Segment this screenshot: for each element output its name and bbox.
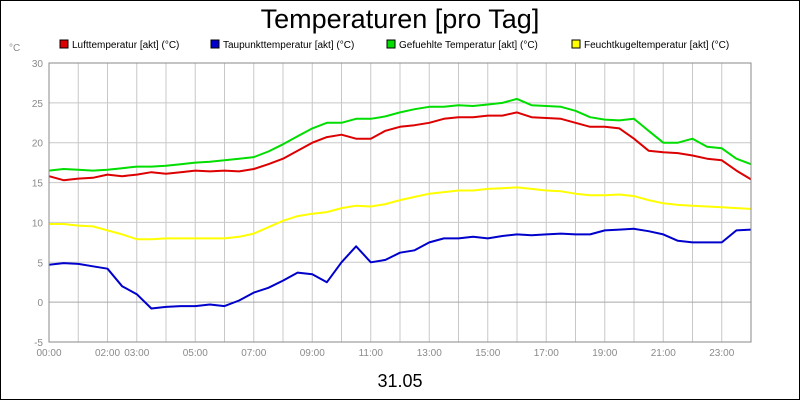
y-tick-label: -5 [34,338,43,349]
x-tick-label: 05:00 [183,348,208,359]
x-tick-label: 19:00 [592,348,617,359]
legend-label: Taupunkttemperatur [akt] (°C) [223,40,354,51]
x-tick-label: 13:00 [417,348,442,359]
series-line-2 [48,227,752,310]
legend-swatch [386,39,396,49]
x-tick-label: 21:00 [651,348,676,359]
y-tick-label: 20 [32,139,44,150]
x-tick-label: 17:00 [534,348,559,359]
x-tick-label: 00:00 [36,348,61,359]
series-line-3 [48,97,752,172]
legend-label: Feuchtkugeltemperatur [akt] (°C) [584,40,729,51]
date-label: 31.05 [377,371,422,391]
legend-label: Lufttemperatur [akt] (°C) [72,40,179,51]
legend: Lufttemperatur [akt] (°C) Taupunkttempera… [59,39,729,51]
series-lines [48,97,752,310]
grid [49,63,751,342]
plot-border [48,62,752,343]
y-tick-label: 0 [37,298,43,309]
x-tick-label: 15:00 [475,348,500,359]
chart-title: Temperaturen [pro Tag] [261,4,540,34]
y-tick-labels: -5 0 5 10 15 20 25 30 [32,59,44,349]
y-tick-label: 10 [32,218,44,229]
y-tick-label: 5 [37,258,43,269]
x-tick-labels: 00:00 02:00 03:00 05:00 07:00 09:00 11:00 13:00… [36,348,734,359]
x-tick-label: 03:00 [124,348,149,359]
x-tick-label: 23:00 [709,348,734,359]
x-tick-label: 09:00 [300,348,325,359]
legend-swatch [59,39,69,49]
x-tick-label: 11:00 [359,348,384,359]
legend-swatch [571,39,581,49]
x-tick-label: 02:00 [95,348,120,359]
x-tick-label: 07:00 [241,348,266,359]
series-line-4 [49,186,752,241]
y-tick-label: 30 [32,59,44,70]
y-tick-label: 15 [32,179,44,190]
legend-label: Gefuehlte Temperatur [akt] (°C) [399,40,538,51]
y-tick-label: 25 [32,99,44,110]
series-line-1 [48,111,752,182]
y-axis-unit-label: °C [9,43,20,54]
legend-swatch [210,39,220,49]
